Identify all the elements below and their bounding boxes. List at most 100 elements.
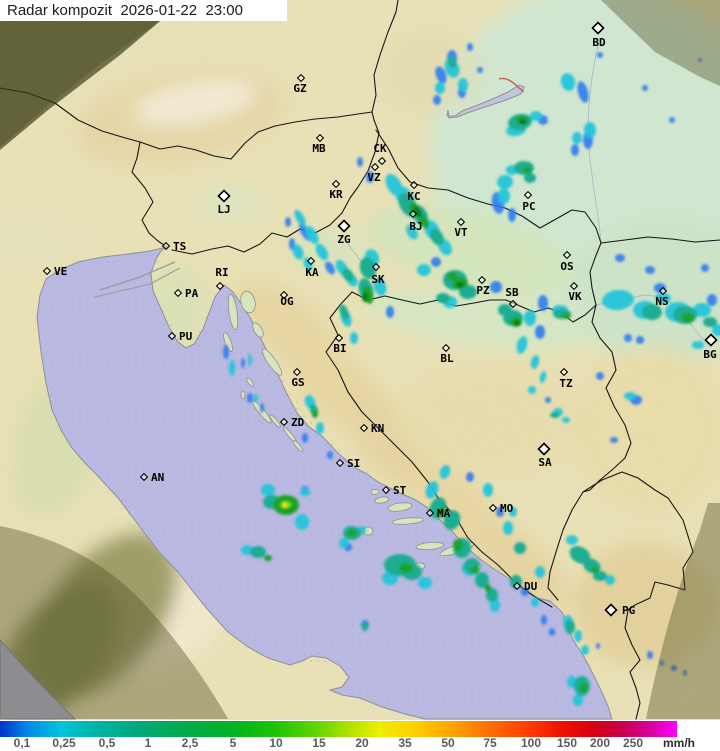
city-marker-icon: [139, 472, 149, 482]
city-label: TS: [173, 240, 186, 253]
city-label: MB: [312, 142, 326, 155]
city-marker-icon: [559, 367, 569, 377]
city-label: OS: [560, 260, 573, 273]
city-label: ST: [393, 484, 407, 497]
city-bj: BJ: [408, 209, 423, 233]
city-bl: BL: [440, 343, 454, 365]
legend-tick-label: 2,5: [181, 736, 199, 750]
city-og: OG: [279, 290, 294, 308]
city-label: GS: [291, 376, 304, 389]
city-marker-icon: [173, 288, 183, 298]
city-marker-icon: [508, 299, 518, 309]
city-label: BL: [440, 352, 454, 365]
city-lj: LJ: [217, 189, 231, 216]
city-vz: VZ: [367, 162, 381, 184]
city-pg: PG: [604, 603, 636, 617]
city-mb: MB: [312, 133, 326, 155]
intensity-gradient-bar: [0, 721, 677, 737]
city-marker-icon: [408, 209, 418, 219]
city-marker-icon: [315, 133, 325, 143]
legend-tick-label: 200: [589, 736, 611, 750]
city-label: GZ: [293, 82, 307, 95]
city-label: VE: [54, 265, 67, 278]
city-marker-icon: [569, 281, 579, 291]
venice-lagoon: [99, 261, 176, 291]
radar-range-shading: [0, 0, 720, 719]
city-label: MA: [437, 507, 451, 520]
city-mo: MO: [488, 502, 514, 515]
city-gz: GZ: [293, 73, 307, 95]
city-label: BG: [703, 348, 717, 361]
city-zd: ZD: [279, 416, 305, 429]
city-vt: VT: [454, 217, 468, 239]
city-ts: TS: [161, 240, 186, 253]
legend-tick-label: 10: [269, 736, 283, 750]
legend-tick-label: 35: [398, 736, 412, 750]
city-label: BI: [333, 342, 346, 355]
city-label: SB: [505, 286, 519, 299]
city-marker-icon: [217, 189, 231, 203]
legend-tick-label: 50: [441, 736, 455, 750]
city-label: SI: [347, 457, 360, 470]
legend-tick-label: 5: [229, 736, 237, 750]
city-label: KN: [371, 422, 384, 435]
city-label: MO: [500, 502, 514, 515]
city-sb: SB: [505, 286, 519, 309]
city-label: VK: [568, 290, 582, 303]
city-layer: VE TS AN PA PU RI ZD SI KN ST MA MO DU PG GZ MB KR LJ ZG KA…: [42, 21, 718, 617]
city-label: VT: [454, 226, 468, 239]
city-label: BJ: [409, 220, 422, 233]
legend-tick-label: 1: [144, 736, 152, 750]
city-ka: KA: [305, 256, 319, 279]
city-label: SA: [538, 456, 552, 469]
legend-tick-label: 15: [312, 736, 326, 750]
legend-unit-label: mm/h: [662, 736, 696, 750]
city-sk: SK: [371, 262, 385, 286]
city-kr: KR: [329, 179, 343, 201]
city-bg: BG: [703, 333, 718, 361]
city-label: PA: [185, 287, 199, 300]
city-pz: PZ: [476, 275, 490, 297]
city-label: RI: [215, 266, 228, 279]
legend-tick-label: 100: [520, 736, 542, 750]
legend-tick-label: 0,1: [13, 736, 31, 750]
city-ri: RI: [215, 266, 229, 291]
city-marker-icon: [167, 331, 177, 341]
city-label: KA: [305, 266, 319, 279]
city-marker-icon: [704, 333, 718, 347]
city-label: ZD: [291, 416, 305, 429]
city-ma: MA: [425, 507, 451, 520]
city-marker-icon: [456, 217, 466, 227]
city-marker-icon: [377, 156, 387, 166]
legend-tick-label: 0,5: [98, 736, 116, 750]
city-ve: VE: [42, 265, 67, 278]
city-pa: PA: [173, 287, 199, 300]
city-marker-icon: [537, 442, 551, 456]
legend-tick-label: 75: [483, 736, 497, 750]
city-du: DU: [512, 580, 538, 593]
city-marker-icon: [279, 290, 289, 300]
city-label: NS: [655, 295, 668, 308]
city-marker-icon: [604, 603, 618, 617]
city-sa: SA: [537, 442, 552, 469]
city-marker-icon: [591, 21, 605, 35]
city-marker-icon: [477, 275, 487, 285]
city-bi: BI: [333, 333, 347, 355]
city-marker-icon: [334, 333, 344, 343]
city-kc: KC: [407, 180, 421, 203]
city-marker-icon: [488, 503, 498, 513]
road-line: [498, 77, 525, 93]
city-gs: GS: [291, 367, 305, 389]
city-an: AN: [139, 471, 164, 484]
city-label: KR: [329, 188, 343, 201]
city-marker-icon: [215, 281, 225, 291]
city-marker-icon: [441, 343, 451, 353]
city-label: SK: [371, 273, 385, 286]
city-zg: ZG: [337, 219, 351, 246]
adriatic-sea: [0, 246, 613, 720]
city-label: OG: [280, 295, 294, 308]
legend-tick-label: 20: [355, 736, 369, 750]
city-label: VZ: [367, 171, 381, 184]
legend-tick-label: 0,25: [52, 736, 76, 750]
